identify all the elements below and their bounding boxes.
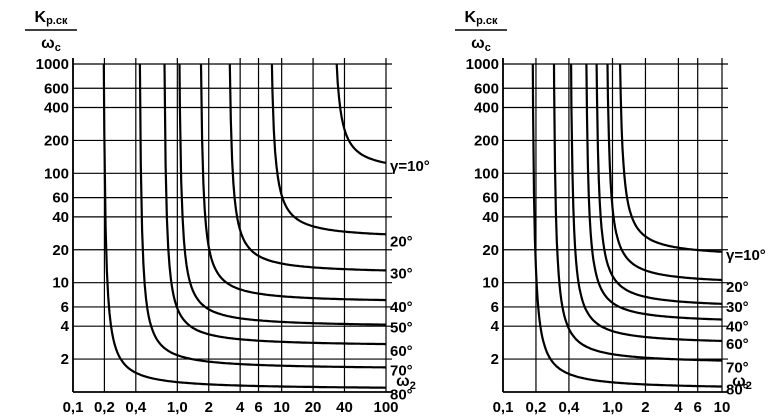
series-curve bbox=[595, 63, 722, 305]
y-tick-label: 4 bbox=[491, 318, 500, 335]
y-tick-label: 1000 bbox=[36, 56, 69, 73]
series-curve bbox=[619, 63, 723, 253]
series-curve bbox=[570, 63, 722, 342]
series-curve bbox=[585, 63, 722, 321]
x-tick-label: 2 bbox=[641, 399, 649, 416]
x-tick-label: 10 bbox=[714, 399, 731, 416]
series-label: 70° bbox=[390, 362, 413, 379]
series-curve bbox=[531, 63, 723, 388]
x-tick-label: 0,1 bbox=[63, 399, 84, 416]
x-tick-label: 0,2 bbox=[526, 399, 547, 416]
x-tick-label: 4 bbox=[674, 399, 683, 416]
y-axis-label-numerator: Kр.ск bbox=[35, 9, 68, 27]
series-label: 40° bbox=[726, 319, 749, 336]
x-tick-label: 0,4 bbox=[558, 399, 580, 416]
y-tick-label: 200 bbox=[474, 132, 499, 149]
series-curve bbox=[199, 63, 386, 302]
series-curve bbox=[228, 63, 386, 272]
y-axis-label: Kр.ск ωс bbox=[455, 9, 507, 54]
series-curve bbox=[138, 63, 386, 369]
x-tick-label: 10 bbox=[273, 399, 290, 416]
x-tick-label: 4 bbox=[236, 399, 245, 416]
series-label: 80° bbox=[726, 382, 749, 399]
y-tick-label: 40 bbox=[52, 209, 69, 226]
x-tick-label: 40 bbox=[336, 399, 353, 416]
series-label: 60° bbox=[390, 343, 413, 360]
y-tick-label: 200 bbox=[44, 132, 69, 149]
series-label: 50° bbox=[390, 320, 413, 337]
series-label: 40° bbox=[390, 299, 413, 316]
series-curve bbox=[178, 63, 386, 326]
x-tick-label: 1,0 bbox=[602, 399, 623, 416]
y-tick-label: 20 bbox=[52, 242, 69, 259]
series-label: γ=10° bbox=[726, 247, 766, 264]
y-tick-label: 40 bbox=[482, 209, 499, 226]
y-tick-label: 600 bbox=[44, 80, 69, 97]
grid bbox=[72, 58, 392, 392]
series-label: 30° bbox=[390, 265, 413, 282]
series-label: 30° bbox=[726, 299, 749, 316]
y-tick-label: 100 bbox=[474, 165, 499, 182]
series-label: 70° bbox=[726, 360, 749, 377]
y-tick-label: 100 bbox=[44, 165, 69, 182]
series-label: 20° bbox=[390, 233, 413, 250]
x-tick-label: 0,2 bbox=[94, 399, 115, 416]
y-tick-label: 20 bbox=[482, 242, 499, 259]
x-tick-label: 2 bbox=[205, 399, 213, 416]
x-tick-label: 6 bbox=[694, 399, 702, 416]
y-axis-label: Kр.ск ωс bbox=[25, 9, 77, 54]
y-tick-label: 6 bbox=[491, 299, 499, 316]
y-axis-label-denominator: ωс bbox=[471, 35, 491, 54]
series-label: 20° bbox=[726, 279, 749, 296]
x-tick-label: 1,0 bbox=[167, 399, 188, 416]
series-label: 60° bbox=[726, 336, 749, 353]
series-curve bbox=[270, 63, 387, 236]
series-curve bbox=[163, 63, 386, 346]
y-tick-label: 400 bbox=[474, 100, 499, 117]
curves: γ=10° 20° 30° 40°60° 70° 80° bbox=[531, 63, 766, 399]
series-curve bbox=[606, 63, 722, 282]
series-curve bbox=[552, 63, 722, 362]
y-tick-label: 60 bbox=[482, 190, 499, 207]
x-tick-label: 0,4 bbox=[125, 399, 147, 416]
y-tick-label: 2 bbox=[61, 351, 69, 368]
y-tick-label: 6 bbox=[61, 299, 69, 316]
y-tick-label: 4 bbox=[61, 318, 70, 335]
y-axis-label-numerator: Kр.ск bbox=[465, 9, 498, 27]
y-tick-label: 2 bbox=[491, 351, 499, 368]
series-curve bbox=[335, 63, 387, 164]
y-tick-label: 600 bbox=[474, 80, 499, 97]
x-tick-label: 20 bbox=[305, 399, 322, 416]
y-tick-label: 10 bbox=[52, 275, 69, 292]
y-tick-label: 400 bbox=[44, 100, 69, 117]
series-label: 80° bbox=[390, 387, 413, 404]
y-tick-label: 1000 bbox=[466, 56, 499, 73]
y-tick-label: 60 bbox=[52, 190, 69, 207]
y-tick-label: 10 bbox=[482, 275, 499, 292]
series-label: γ=10° bbox=[390, 158, 430, 175]
x-tick-label: 100 bbox=[373, 399, 398, 416]
y-axis-label-denominator: ωс bbox=[41, 35, 61, 54]
x-tick-label: 6 bbox=[254, 399, 262, 416]
series-curve bbox=[102, 63, 386, 389]
curves: γ=10° 20° 30° 40° 50° 60° 70° 80° bbox=[102, 63, 430, 404]
x-tick-label: 0,1 bbox=[493, 399, 514, 416]
